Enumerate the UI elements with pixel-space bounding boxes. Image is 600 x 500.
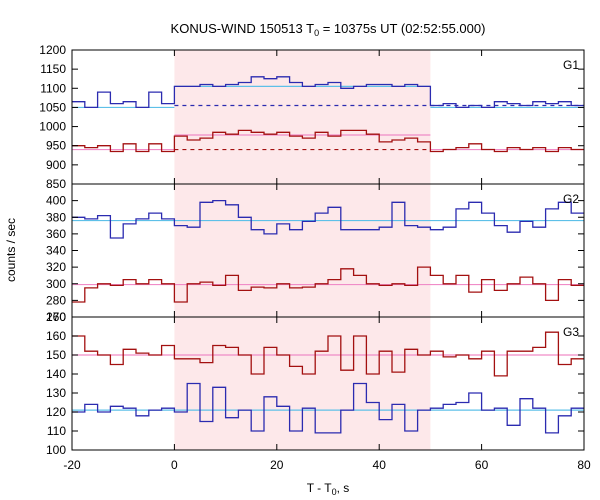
g2-y-tick-label: 280	[46, 293, 66, 307]
g2-y-tick-label: 260	[46, 310, 66, 324]
g2-y-tick-label: 340	[46, 244, 66, 258]
g1-y-tick-label: 1100	[40, 81, 66, 95]
g3-panel-label: G3	[563, 325, 579, 339]
g2-y-tick-label: 380	[46, 210, 66, 224]
g3-y-tick-label: 130	[46, 386, 66, 400]
g3-y-tick-label: 140	[46, 367, 66, 381]
g1-panel-label: G1	[563, 58, 579, 72]
x-tick-label: -20	[63, 458, 81, 472]
g3-frame	[71, 316, 585, 451]
x-tick-label: 80	[577, 458, 591, 472]
g2-y-tick-label: 300	[46, 277, 66, 291]
x-tick-label: 0	[171, 458, 178, 472]
g3-red-light-curve	[72, 331, 584, 377]
g2-blue-light-curve	[72, 199, 584, 239]
g1-y-tick-label: 1150	[40, 62, 66, 76]
g3-y-tick-label: 160	[46, 329, 66, 343]
y-axis-label: counts / sec	[4, 218, 18, 282]
tick-label-layer: 85090095010001050110011501200G1260280300…	[39, 43, 591, 472]
x-axis-label: T - T0, s	[307, 481, 350, 497]
burst-interval-highlight	[174, 50, 431, 450]
frame-layer	[71, 49, 585, 451]
g2-y-tick-label: 400	[46, 194, 66, 208]
g1-y-tick-label: 850	[46, 177, 66, 191]
chart-title: KONUS-WIND 150513 T0 = 10375s UT (02:52:…	[171, 21, 486, 38]
x-tick-label: 20	[270, 458, 284, 472]
g3-blue-light-curve	[72, 382, 584, 434]
g3-y-tick-label: 170	[46, 310, 66, 324]
g1-blue-light-curve	[72, 76, 584, 109]
g2-y-tick-label: 360	[46, 227, 66, 241]
g1-y-tick-label: 950	[46, 139, 66, 153]
g3-y-tick-label: 150	[46, 348, 66, 362]
g1-y-tick-label: 900	[46, 158, 66, 172]
g3-y-tick-label: 120	[46, 405, 66, 419]
g3-y-tick-label: 110	[47, 424, 66, 438]
x-tick-label: 40	[373, 458, 387, 472]
g3-y-tick-label: 100	[46, 443, 66, 457]
g1-y-tick-label: 1200	[39, 43, 66, 57]
g2-panel-label: G2	[563, 192, 579, 206]
g1-y-tick-label: 1050	[39, 100, 66, 114]
x-tick-label: 60	[475, 458, 489, 472]
g1-y-tick-label: 1000	[39, 120, 66, 134]
series-layer	[72, 76, 584, 434]
g2-y-tick-label: 320	[46, 260, 66, 274]
g2-red-light-curve	[72, 266, 584, 303]
g1-red-light-curve	[72, 129, 584, 153]
highlight-layer	[174, 50, 431, 450]
